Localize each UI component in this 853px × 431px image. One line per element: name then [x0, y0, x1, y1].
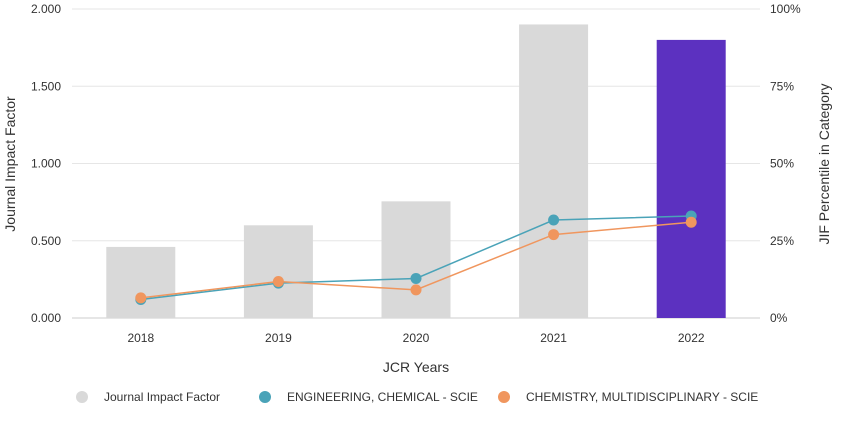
legend-label-chemistry-multidisciplinary: CHEMISTRY, MULTIDISCIPLINARY - SCIE [526, 390, 758, 404]
right-y-axis-label: JIF Percentile in Category [816, 83, 832, 244]
bar-2021 [519, 24, 589, 318]
legend-item-chemistry-multidisciplinary[interactable]: CHEMISTRY, MULTIDISCIPLINARY - SCIE [498, 390, 758, 404]
series-1-point-2019 [272, 276, 284, 288]
series-0-point-2020 [410, 272, 422, 284]
legend: Journal Impact Factor ENGINEERING, CHEMI… [76, 390, 758, 404]
legend-marker-jif [76, 391, 88, 403]
left-y-tick-label: 1.000 [31, 157, 61, 171]
x-axis-label: JCR Years [383, 359, 449, 375]
legend-marker-chemistry-multidisciplinary [498, 391, 510, 403]
x-tick-label: 2022 [678, 331, 705, 345]
left-y-tick-label: 0.500 [31, 234, 61, 248]
right-y-tick-label: 0% [770, 311, 788, 325]
left-y-tick-label: 1.500 [31, 79, 61, 93]
x-tick-label: 2020 [403, 331, 430, 345]
left-y-axis-label: Journal Impact Factor [2, 96, 18, 232]
right-y-tick-label: 50% [770, 157, 794, 171]
series-1-point-2022 [685, 216, 697, 228]
x-axis: 2018 2019 2020 2021 2022 [127, 331, 704, 345]
series-0-point-2021 [548, 214, 560, 226]
bar-series [106, 24, 726, 319]
left-y-axis: 0.000 0.500 1.000 1.500 2.000 [31, 2, 61, 325]
right-y-axis: 0% 25% 50% 75% 100% [770, 2, 801, 325]
left-y-tick-label: 2.000 [31, 2, 61, 16]
series-1-point-2021 [548, 229, 560, 241]
gridlines [72, 8, 760, 319]
right-y-tick-label: 25% [770, 234, 794, 248]
bar-2022 [656, 39, 726, 319]
right-y-tick-label: 75% [770, 79, 794, 93]
legend-label-engineering-chemical: ENGINEERING, CHEMICAL - SCIE [287, 390, 478, 404]
series-1-point-2018 [135, 292, 147, 304]
legend-marker-engineering-chemical [259, 391, 271, 403]
right-y-tick-label: 100% [770, 2, 801, 16]
series-1-point-2020 [410, 284, 422, 296]
x-tick-label: 2019 [265, 331, 292, 345]
bar-2020 [381, 201, 451, 318]
legend-label-jif: Journal Impact Factor [104, 390, 220, 404]
bar-2018 [106, 246, 176, 318]
bar-2019 [243, 225, 313, 318]
x-tick-label: 2018 [127, 331, 154, 345]
legend-item-journal-impact-factor[interactable]: Journal Impact Factor [76, 390, 220, 404]
legend-item-engineering-chemical[interactable]: ENGINEERING, CHEMICAL - SCIE [259, 390, 478, 404]
line-series [135, 210, 697, 305]
left-y-tick-label: 0.000 [31, 311, 61, 325]
x-tick-label: 2021 [540, 331, 567, 345]
